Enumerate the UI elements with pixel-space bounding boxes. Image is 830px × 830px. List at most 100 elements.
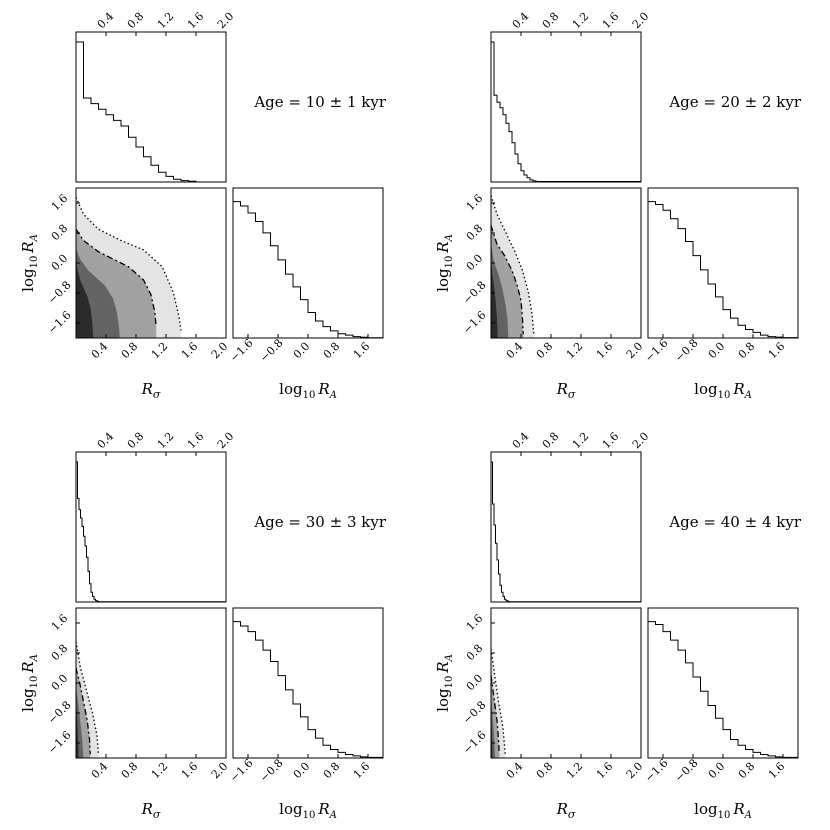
log-ra-left-tick-label: −0.8 — [45, 278, 73, 306]
r-sigma-bottom-tick-label: 1.2 — [564, 760, 586, 782]
y-axis-label: log10RA — [434, 234, 455, 292]
log-ra-bottom-tick-label: 0.8 — [321, 760, 343, 782]
log-ra-hist-steps — [647, 621, 798, 758]
joint-background — [491, 608, 641, 758]
r-sigma-top-tick-label: 2.0 — [630, 430, 652, 452]
log-ra-left-tick-label: −0.8 — [460, 278, 488, 306]
log-ra-left-tick-label: −1.6 — [45, 308, 73, 336]
log-ra-bottom-tick-label: 0.8 — [736, 340, 758, 362]
log-ra-bottom-tick-label: −0.8 — [257, 336, 285, 364]
r-sigma-top-tick-label: 0.8 — [540, 430, 562, 452]
log-ra-bottom-tick-label: 1.6 — [766, 340, 788, 362]
r-sigma-top-tick-label: 1.6 — [600, 430, 622, 452]
r-sigma-top-tick-label: 1.2 — [155, 10, 177, 32]
log-ra-hist-frame — [647, 607, 799, 759]
log-ra-bottom-tick-label: −0.8 — [257, 756, 285, 784]
r-sigma-hist-frame — [490, 31, 642, 183]
r-sigma-bottom-tick-label: 0.4 — [504, 340, 526, 362]
x-axis-label: Rσ — [556, 380, 576, 401]
log-ra-hist-frame — [232, 187, 384, 339]
r-sigma-top-tick-label: 1.6 — [185, 10, 207, 32]
log-ra-left-tick-label: 0.0 — [49, 672, 71, 694]
r-sigma-bottom-tick-label: 1.2 — [149, 340, 171, 362]
joint-contour-dashdot — [491, 225, 524, 335]
log-ra-left-tick-label: 0.0 — [49, 252, 71, 274]
r-sigma-bottom-tick-label: 2.0 — [209, 340, 231, 362]
r-sigma-top-tick-label: 1.6 — [600, 10, 622, 32]
r-sigma-hist-frame — [490, 451, 642, 603]
log-ra-left-tick-label: 0.0 — [464, 252, 486, 274]
log-ra-left-tick-label: −1.6 — [45, 728, 73, 756]
r-sigma-bottom-tick-label: 0.8 — [119, 760, 141, 782]
log-ra-bottom-tick-label: 0.0 — [291, 760, 313, 782]
panel-group-age-20: 0.4 0.8 1.2 1.6 2.00.4 0.8 1.2 1.6 2.0−1.6−0.80.… — [434, 10, 802, 401]
joint-background — [76, 608, 226, 758]
x-axis-label: Rσ — [141, 380, 161, 401]
joint-density-layer — [491, 649, 506, 758]
r-sigma-hist-steps — [75, 461, 226, 603]
r-sigma-top-tick-label: 1.2 — [570, 430, 592, 452]
x-axis-label: Rσ — [141, 800, 161, 821]
panel-group-age-40: 0.4 0.8 1.2 1.6 2.00.4 0.8 1.2 1.6 2.0−1.6−0.80.… — [434, 430, 802, 821]
log-ra-bottom-tick-label: 0.0 — [706, 760, 728, 782]
joint-contour-dotted — [491, 649, 506, 755]
log-ra-left-tick-label: −1.6 — [460, 728, 488, 756]
log-ra-axis-label: log10 RA — [279, 800, 337, 821]
y-axis-label: log10RA — [19, 234, 40, 292]
r-sigma-bottom-tick-label: 1.2 — [564, 340, 586, 362]
age-label: Age = 30 ± 3 kyr — [253, 513, 386, 531]
r-sigma-bottom-tick-label: 1.6 — [179, 340, 201, 362]
panel-group-age-30: 0.4 0.8 1.2 1.6 2.00.4 0.8 1.2 1.6 2.0−1.6−0.80.… — [19, 430, 387, 821]
r-sigma-bottom-tick-label: 1.6 — [594, 340, 616, 362]
log-ra-hist-steps — [232, 201, 383, 339]
r-sigma-bottom-tick-label: 2.0 — [209, 760, 231, 782]
r-sigma-hist-steps — [490, 461, 641, 603]
log-ra-left-tick-label: 1.6 — [464, 192, 486, 214]
log-ra-bottom-tick-label: 1.6 — [351, 760, 373, 782]
log-ra-bottom-tick-label: −1.6 — [227, 336, 255, 364]
log-ra-bottom-tick-label: 1.6 — [766, 760, 788, 782]
joint-density-peak — [491, 255, 499, 338]
log-ra-left-tick-label: 1.6 — [49, 192, 71, 214]
log-ra-bottom-tick-label: −1.6 — [642, 336, 670, 364]
joint-contour-dashdot — [491, 675, 500, 755]
log-ra-left-tick-label: 0.8 — [49, 642, 71, 664]
joint-density-layer — [76, 197, 182, 338]
r-sigma-bottom-tick-label: 0.8 — [534, 340, 556, 362]
r-sigma-top-tick-label: 0.4 — [510, 10, 532, 32]
log-ra-bottom-tick-label: −0.8 — [672, 756, 700, 784]
r-sigma-bottom-tick-label: 0.4 — [89, 760, 111, 782]
r-sigma-top-tick-label: 0.8 — [540, 10, 562, 32]
r-sigma-top-tick-label: 2.0 — [630, 10, 652, 32]
age-label: Age = 10 ± 1 kyr — [253, 93, 386, 111]
log-ra-left-tick-label: 0.0 — [464, 672, 486, 694]
log-ra-axis-label: log10 RA — [694, 380, 752, 401]
r-sigma-top-tick-label: 0.8 — [125, 10, 147, 32]
log-ra-left-tick-label: 0.8 — [49, 222, 71, 244]
r-sigma-top-tick-label: 2.0 — [215, 10, 237, 32]
r-sigma-bottom-tick-label: 2.0 — [624, 340, 646, 362]
log-ra-bottom-tick-label: 0.8 — [736, 760, 758, 782]
r-sigma-top-tick-label: 0.8 — [125, 430, 147, 452]
log-ra-left-tick-label: 0.8 — [464, 642, 486, 664]
log-ra-bottom-tick-label: −1.6 — [227, 756, 255, 784]
y-axis-label: log10RA — [434, 654, 455, 712]
log-ra-bottom-tick-label: 0.0 — [706, 340, 728, 362]
r-sigma-hist-steps — [75, 41, 226, 183]
log-ra-axis-label: log10 RA — [279, 380, 337, 401]
y-axis-label: log10RA — [19, 654, 40, 712]
joint-contour-dashdot — [76, 228, 157, 327]
r-sigma-bottom-tick-label: 0.4 — [89, 340, 111, 362]
log-ra-hist-steps — [232, 621, 383, 758]
joint-density-core — [491, 694, 496, 758]
r-sigma-top-tick-label: 1.6 — [185, 430, 207, 452]
log-ra-left-tick-label: 0.8 — [464, 222, 486, 244]
log-ra-left-tick-label: 1.6 — [464, 612, 486, 634]
r-sigma-top-tick-label: 1.2 — [570, 10, 592, 32]
log-ra-hist-steps — [647, 201, 798, 339]
x-axis-label: Rσ — [556, 800, 576, 821]
joint-density-layer — [491, 195, 535, 338]
log-ra-left-tick-label: 1.6 — [49, 612, 71, 634]
log-ra-bottom-tick-label: −0.8 — [672, 336, 700, 364]
log-ra-left-tick-label: −0.8 — [460, 698, 488, 726]
